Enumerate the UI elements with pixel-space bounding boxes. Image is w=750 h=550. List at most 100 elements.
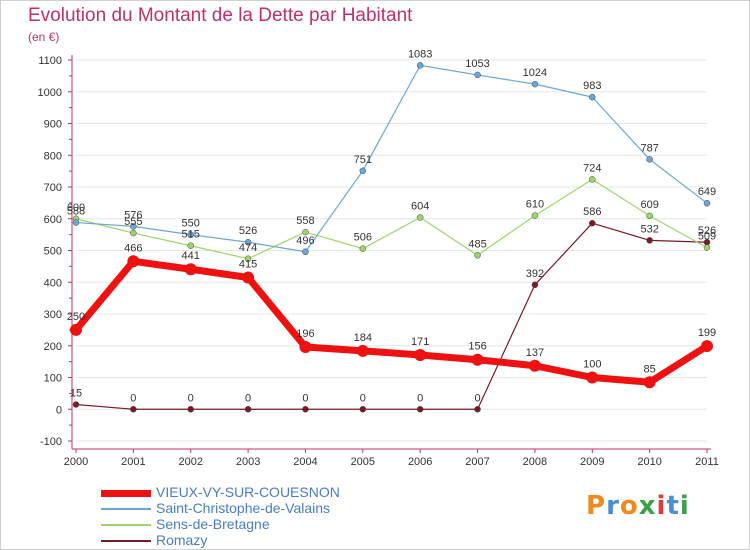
data-point <box>416 406 424 413</box>
y-tick-label: 1100 <box>38 55 62 67</box>
data-point <box>589 93 596 101</box>
data-point <box>528 359 541 372</box>
data-label: 392 <box>526 268 544 280</box>
series-line <box>73 257 709 386</box>
data-label: 171 <box>411 336 429 348</box>
y-tick-label: 700 <box>44 182 62 194</box>
data-point <box>531 212 539 219</box>
data-label: 610 <box>526 199 544 211</box>
data-point <box>646 156 653 163</box>
y-tick-label: 300 <box>44 309 62 321</box>
data-label: 588 <box>67 206 85 218</box>
data-label: 532 <box>640 223 658 235</box>
series-line <box>75 64 708 253</box>
data-label: 787 <box>640 142 658 154</box>
data-point <box>359 245 367 252</box>
data-label: 1053 <box>465 58 489 70</box>
data-label: 526 <box>239 225 257 237</box>
data-point <box>130 223 137 230</box>
data-label: 0 <box>360 392 366 404</box>
data-label: 466 <box>124 242 142 254</box>
data-label: 196 <box>296 328 314 340</box>
legend-swatch <box>101 524 151 526</box>
proxiti-logo: Proxiti <box>586 491 690 521</box>
data-point <box>187 242 194 249</box>
logo-letter: i <box>656 491 667 521</box>
data-label: 576 <box>124 209 142 221</box>
data-label: 15 <box>70 387 82 399</box>
series-group <box>70 62 713 413</box>
data-label: 550 <box>182 218 200 230</box>
data-label: 983 <box>583 80 601 92</box>
data-label: 1083 <box>408 48 432 60</box>
x-tick-label: 2007 <box>465 456 489 468</box>
data-point <box>474 406 481 413</box>
data-point <box>359 167 367 175</box>
data-point <box>646 237 653 244</box>
data-label: 485 <box>468 238 486 250</box>
x-tick-label: 2010 <box>637 456 661 468</box>
data-point <box>589 219 596 227</box>
data-point <box>531 80 539 88</box>
data-point <box>701 340 713 353</box>
legend-label: VIEUX-VY-SUR-COUESNON <box>156 484 340 500</box>
data-point <box>703 244 711 251</box>
data-point <box>242 271 255 284</box>
data-point <box>244 406 252 413</box>
data-point <box>416 62 424 69</box>
data-label: 600 <box>67 202 85 214</box>
data-point <box>70 323 82 336</box>
data-label: 649 <box>698 186 716 198</box>
y-tick-label: 400 <box>44 277 62 289</box>
legend-label: Saint-Christophe-de-Valains <box>156 500 331 516</box>
data-label: 0 <box>302 392 308 404</box>
data-label: 506 <box>354 232 372 244</box>
data-label: 555 <box>124 216 142 228</box>
data-point <box>643 376 656 389</box>
data-label: 526 <box>698 225 716 237</box>
data-point <box>184 263 197 276</box>
x-tick-label: 2002 <box>178 456 202 468</box>
x-tick-label: 2004 <box>293 456 317 468</box>
y-tick-label: -100 <box>40 436 62 448</box>
data-label: 474 <box>239 242 257 254</box>
x-tick-label: 2009 <box>580 456 604 468</box>
y-tick-label: 500 <box>44 246 62 258</box>
logo-letter: r <box>606 491 620 521</box>
data-label: 558 <box>296 215 314 227</box>
data-label: 496 <box>296 235 314 247</box>
logo-letter: t <box>666 491 680 521</box>
y-tick-label: 200 <box>44 341 62 353</box>
data-point <box>302 248 309 256</box>
y-tick-label: 1000 <box>38 87 62 99</box>
chart-subtitle: (en €) <box>28 30 60 44</box>
data-label: 137 <box>526 347 544 359</box>
legend-label: Sens-de-Bretagne <box>156 516 270 532</box>
data-label: 604 <box>411 200 429 212</box>
legend-label: Romazy <box>156 532 208 548</box>
data-label: 0 <box>188 392 194 404</box>
data-label: 751 <box>354 154 372 166</box>
data-point <box>187 406 194 413</box>
data-label: 0 <box>245 392 251 404</box>
data-point <box>187 231 194 238</box>
y-tick-label: 600 <box>44 214 62 226</box>
data-label: 250 <box>67 311 85 323</box>
x-tick-label: 2003 <box>236 456 260 468</box>
legend-swatch <box>101 508 151 510</box>
data-label: 100 <box>583 359 601 371</box>
data-point <box>474 71 481 79</box>
logo-letter: P <box>586 491 607 521</box>
data-point <box>703 199 711 207</box>
data-label: 184 <box>354 332 372 344</box>
data-point <box>244 238 252 246</box>
data-point <box>302 406 309 413</box>
data-point <box>531 281 539 289</box>
data-point <box>302 228 309 236</box>
data-label: 515 <box>182 229 200 241</box>
x-tick-label: 2006 <box>408 456 432 468</box>
data-point <box>589 176 596 183</box>
data-label: 724 <box>583 162 601 174</box>
chart-title: Evolution du Montant de la Dette par Hab… <box>28 5 413 26</box>
